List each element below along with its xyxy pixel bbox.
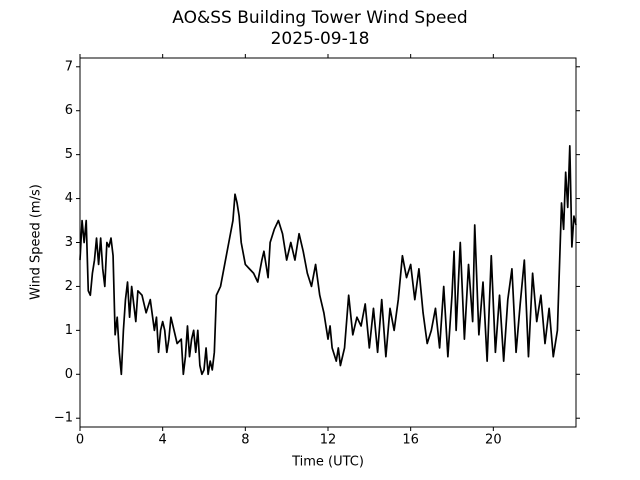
y-tick-label: 0 [65,367,73,382]
chart-title: AO&SS Building Tower Wind Speed [172,8,467,28]
x-tick-label: 0 [76,433,84,448]
x-tick-label: 8 [241,433,249,448]
chart-subtitle: 2025-09-18 [271,29,370,49]
y-tick-label: 6 [65,103,73,118]
y-axis-label: Wind Speed (m/s) [29,184,44,300]
y-tick-label: −1 [54,411,73,426]
y-tick-label: 3 [65,235,73,250]
y-tick-label: 4 [65,191,73,206]
x-tick-label: 12 [320,433,337,448]
data-line [79,145,577,376]
x-axis-label: Time (UTC) [291,455,364,470]
y-tick-label: 2 [65,279,73,294]
x-tick-label: 4 [159,433,167,448]
y-tick-label: 1 [65,323,73,338]
y-tick-label: 5 [65,147,73,162]
y-tick-label: 7 [65,59,73,74]
x-tick-label: 16 [402,433,419,448]
plot-frame [79,57,577,428]
x-tick-label: 20 [485,433,502,448]
